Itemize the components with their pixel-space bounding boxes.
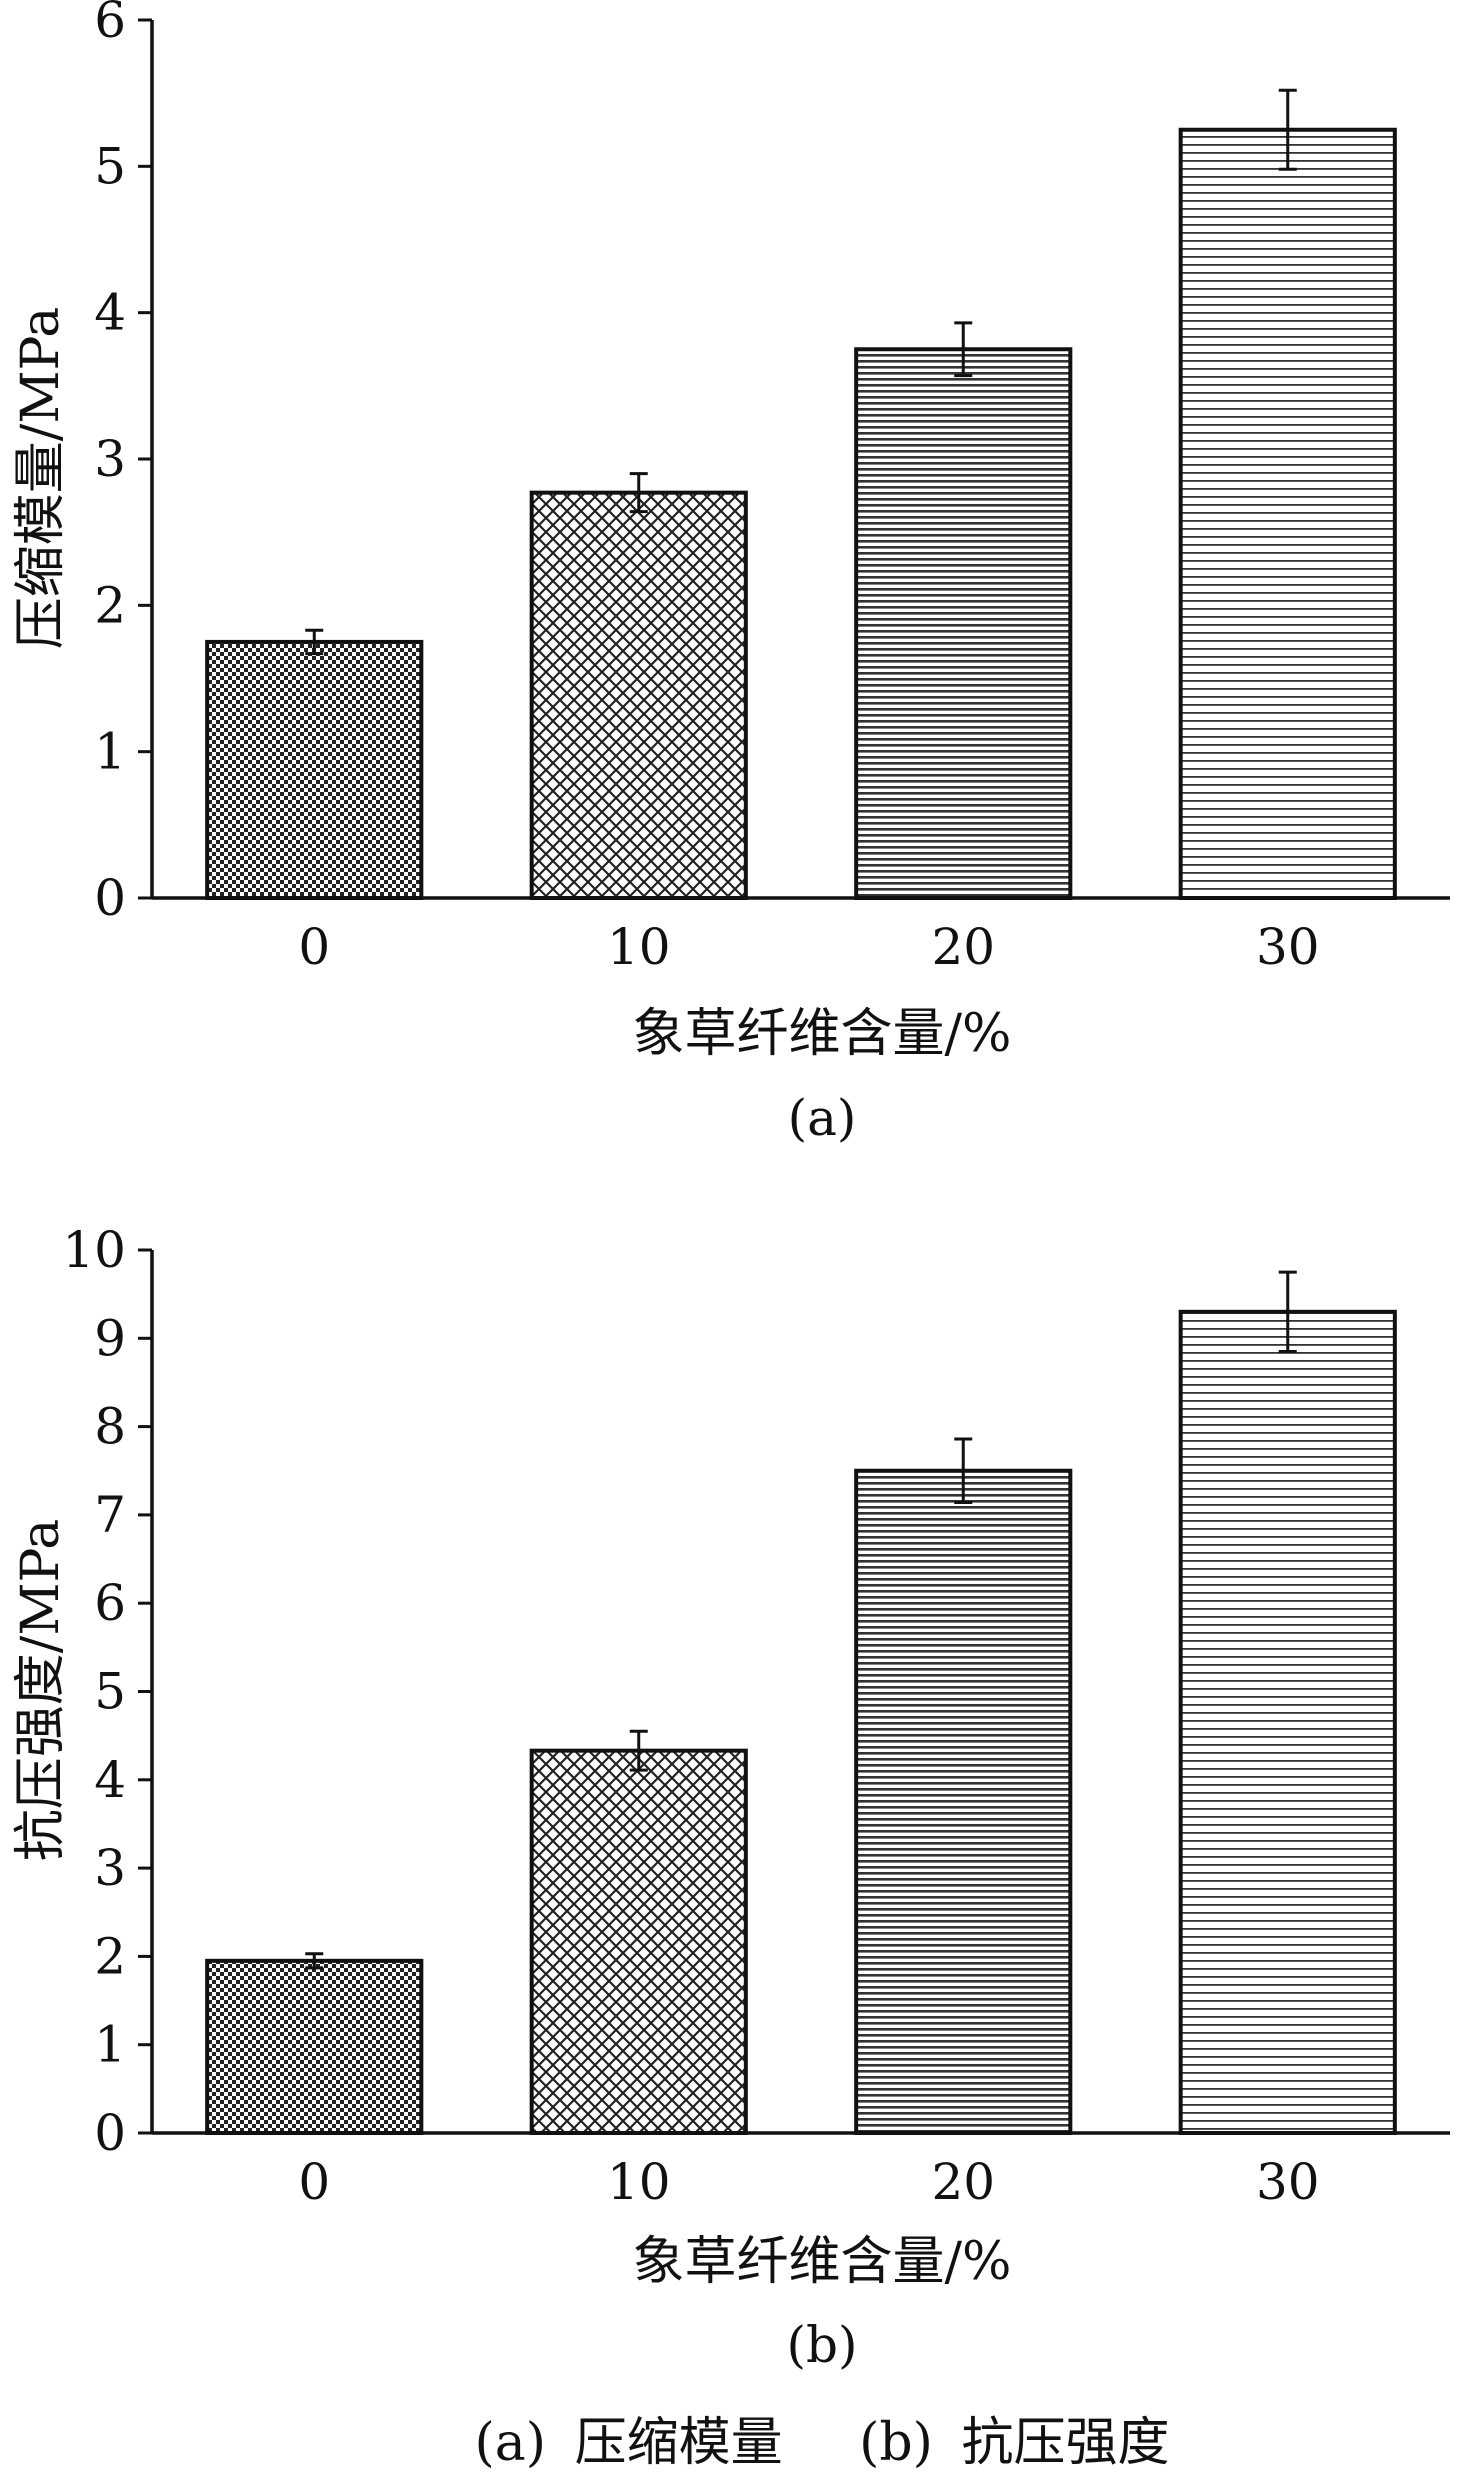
y-ticks-a: 0 1 2 3 4 5 6 — [94, 0, 152, 927]
y-tick-label-b-2: 2 — [94, 1927, 126, 1985]
y-tick-label-a-1: 1 — [94, 723, 126, 781]
bar-b-20 — [854, 1468, 1073, 2135]
error-bar-a-10 — [629, 472, 648, 514]
y-tick-label-a-3: 3 — [94, 430, 126, 488]
error-bar-b-20 — [954, 1437, 973, 1505]
x-axis-title-a: 象草纤维含量/% — [633, 1004, 1012, 1064]
y-tick-label-a-6: 6 — [94, 0, 126, 49]
y-tick-label-b-5: 5 — [94, 1663, 126, 1721]
error-bar-b-30 — [1278, 1270, 1297, 1354]
figure-caption: (a) 压缩模量 (b) 抗压强度 — [474, 2413, 1169, 2473]
x-tick-label-a-10: 10 — [607, 918, 671, 976]
x-tick-label-b-10: 10 — [607, 2153, 671, 2211]
x-tick-label-a-0: 0 — [298, 918, 330, 976]
y-tick-label-b-7: 7 — [94, 1486, 126, 1544]
panel-label-a: (a) — [788, 1089, 857, 1147]
y-tick-label-b-0: 0 — [94, 2104, 126, 2162]
y-tick-label-a-0: 0 — [94, 869, 126, 927]
y-tick-label-b-9: 9 — [94, 1309, 126, 1367]
y-tick-label-a-2: 2 — [94, 576, 126, 634]
bar-a-0 — [205, 639, 424, 901]
bar-a-10 — [529, 490, 748, 900]
x-tick-label-b-30: 30 — [1256, 2153, 1320, 2211]
x-tick-label-a-20: 20 — [931, 918, 995, 976]
caption-b-text: 抗压强度 — [962, 2413, 1170, 2473]
error-bar-b-0 — [305, 1952, 324, 1970]
y-axis-title-a: 压缩模量/MPa — [11, 307, 71, 649]
bar-b-0 — [205, 1958, 424, 2135]
error-bar-a-0 — [305, 628, 324, 656]
y-tick-label-b-3: 3 — [94, 1839, 126, 1897]
bar-b-10 — [529, 1748, 748, 2135]
caption-a-label: (a) — [474, 2413, 546, 2473]
caption-a-text: 压缩模量 — [575, 2413, 783, 2473]
y-tick-label-b-8: 8 — [94, 1398, 126, 1456]
caption-b-label: (b) — [859, 2413, 933, 2473]
svg-text:(a) 压缩模量 (b): (a) 压缩模量 (b) 抗压强度 — [474, 2413, 1169, 2473]
y-tick-label-b-10: 10 — [62, 1221, 126, 1279]
bar-a-20 — [854, 347, 1073, 900]
bar-b-30 — [1178, 1309, 1397, 2136]
x-tick-label-a-30: 30 — [1256, 918, 1320, 976]
y-tick-label-a-5: 5 — [94, 137, 126, 195]
x-tick-label-b-0: 0 — [298, 2153, 330, 2211]
bars-a — [205, 88, 1397, 901]
error-bar-b-10 — [629, 1729, 648, 1772]
chart-panel-b: 抗压强度/MPa 象草纤维含量/% (b) 0 1 2 3 4 5 6 7 8 9 10 0 10 20… — [11, 1221, 1450, 2374]
y-tick-label-b-4: 4 — [94, 1751, 126, 1809]
x-ticks-b: 0 10 20 30 — [298, 2153, 1319, 2211]
x-ticks-a: 0 10 20 30 — [298, 918, 1319, 976]
panel-label-b: (b) — [786, 2316, 857, 2374]
bars-b — [205, 1270, 1397, 2136]
y-axis-title-b: 抗压强度/MPa — [11, 1519, 71, 1861]
x-tick-label-b-20: 20 — [931, 2153, 995, 2211]
error-bar-a-30 — [1278, 88, 1297, 171]
y-ticks-b: 0 1 2 3 4 5 6 7 8 9 10 — [62, 1221, 152, 2162]
y-tick-label-b-1: 1 — [94, 2016, 126, 2074]
y-tick-label-a-4: 4 — [94, 284, 126, 342]
chart-panel-a: 压缩模量/MPa 象草纤维含量/% (a) 0 1 2 3 4 5 6 0 10 20 30 — [11, 0, 1450, 1147]
y-tick-label-b-6: 6 — [94, 1574, 126, 1632]
error-bar-a-20 — [954, 321, 973, 378]
x-axis-title-b: 象草纤维含量/% — [633, 2232, 1012, 2292]
bar-a-30 — [1178, 127, 1397, 900]
